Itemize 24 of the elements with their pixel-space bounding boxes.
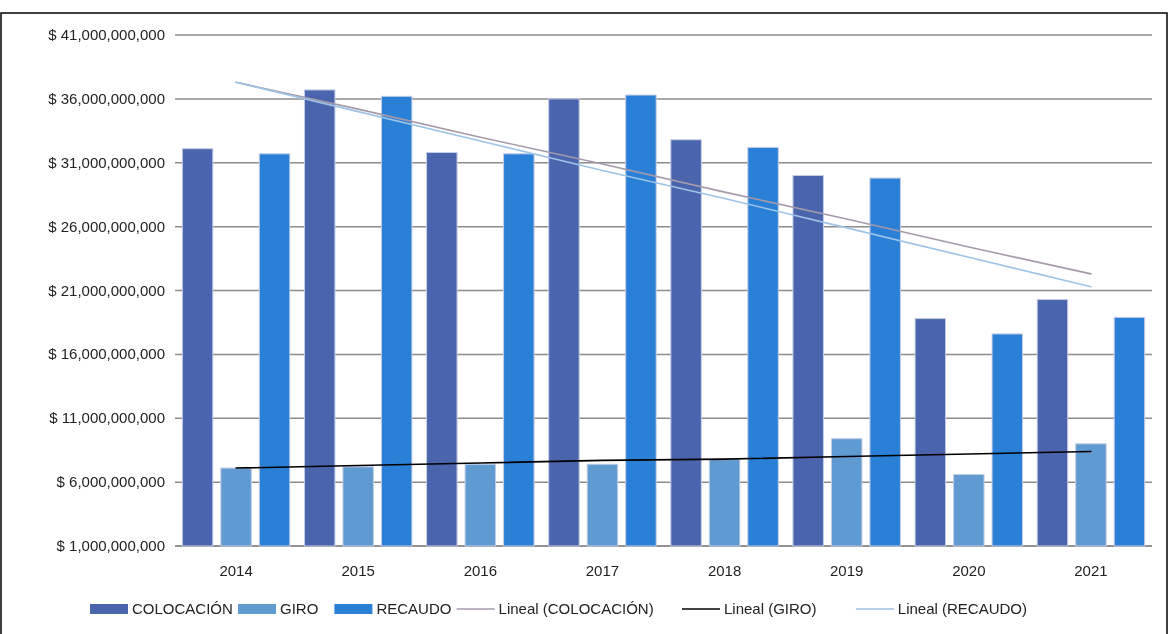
legend-label: Lineal (GIRO) [724, 600, 817, 617]
y-tick-label: $ 1,000,000,000 [56, 537, 165, 554]
y-tick-label: $ 21,000,000,000 [48, 281, 165, 299]
legend-label: RECAUDO [376, 600, 452, 617]
x-tick-label: 2016 [463, 562, 497, 579]
x-tick-label: 2019 [830, 562, 864, 579]
y-tick-label: $ 11,000,000,000 [49, 409, 165, 427]
line-series [235, 450, 1092, 469]
y-tick-label: $ 16,000,000,000 [48, 345, 165, 363]
x-tick-label: 2021 [1074, 562, 1108, 579]
y-tick-label: $ 36,000,000,000 [48, 89, 165, 107]
y-tick-label: $ 31,000,000,000 [48, 153, 165, 171]
x-tick-label: 2014 [219, 562, 253, 579]
legend-label: COLOCACIÓN [132, 600, 233, 617]
x-tick-label: 2018 [707, 562, 742, 579]
legend-label: Lineal (COLOCACIÓN) [498, 600, 654, 617]
x-tick-label: 2015 [341, 562, 375, 579]
y-tick-label: $ 26,000,000,000 [48, 217, 165, 235]
y-tick-label: $ 6,000,000,000 [56, 473, 165, 491]
legend-label: GIRO [280, 600, 319, 617]
x-tick-label: 2020 [952, 562, 986, 579]
x-tick-label: 2017 [585, 562, 620, 579]
y-tick-label: $ 41,000,000,000 [48, 26, 165, 43]
legend-label: Lineal (RECAUDO) [897, 600, 1027, 617]
